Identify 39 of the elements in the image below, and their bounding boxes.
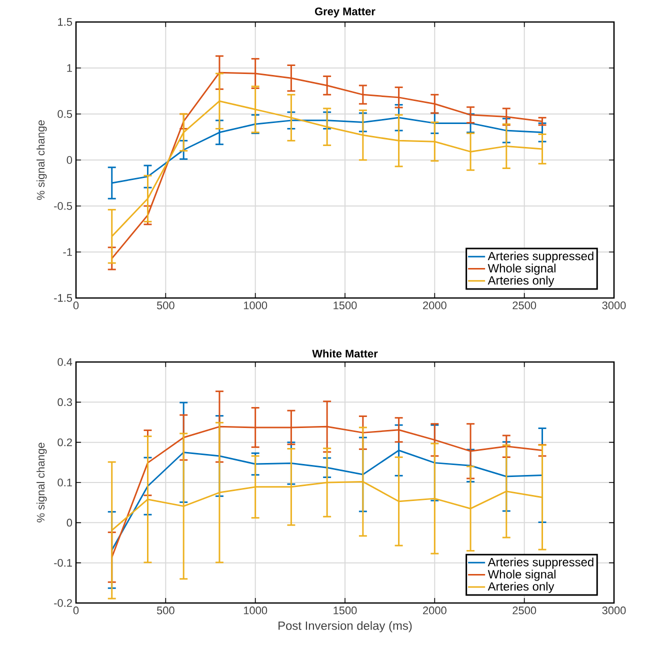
x-axis-title: Post Inversion delay (ms) [278,621,412,632]
legend-label: Whole signal [488,570,556,581]
x-tick-label: 1000 [244,302,268,310]
x-tick-label: 3000 [602,606,626,614]
y-tick-label: 0 [66,156,72,164]
y-tick-label: 0.4 [58,358,72,366]
y-tick-label: -1 [63,248,72,256]
x-tick-label: 500 [156,606,174,614]
x-tick-label: 3000 [602,302,626,310]
legend-label: Arteries suppressed [488,558,594,569]
y-tick-label: -0.5 [54,202,72,210]
legend-label: Whole signal [488,264,556,275]
y-axis-title: % signal change [36,120,47,200]
x-tick-label: 2000 [423,606,446,614]
y-tick-label: 0.2 [58,438,72,446]
x-tick-label: 2500 [512,606,536,614]
y-tick-label: 1.5 [58,18,72,26]
y-tick-label: 0.5 [58,110,72,118]
x-tick-label: 1000 [244,606,268,614]
x-tick-label: 1500 [334,606,357,614]
x-tick-label: 500 [156,302,174,310]
y-axis-title: % signal change [36,442,47,522]
y-tick-label: -0.2 [54,599,72,607]
y-tick-label: -0.1 [54,558,72,567]
legend-label: Arteries only [488,276,554,287]
y-tick-label: -1.5 [54,294,72,302]
legend-label: Arteries only [488,582,554,594]
x-tick-label: 2000 [423,302,446,310]
chart-title: White Matter [312,349,378,358]
x-tick-label: 0 [73,606,79,614]
y-tick-label: 1 [67,64,72,72]
x-tick-label: 0 [73,302,79,310]
x-tick-label: 1500 [334,302,357,310]
y-tick-label: 0.3 [58,398,72,406]
y-tick-label: 0 [66,518,72,527]
legend-label: Arteries suppressed [488,252,594,263]
x-tick-label: 2500 [512,302,536,310]
y-tick-label: 0.1 [58,478,72,486]
chart-title: Grey Matter [315,8,376,18]
